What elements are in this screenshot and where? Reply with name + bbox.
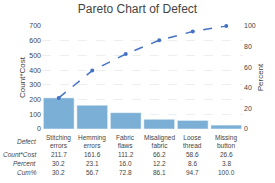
svg-text:400: 400 <box>29 67 41 74</box>
svg-text:500: 500 <box>29 52 41 59</box>
svg-text:Fabricflaws: Fabricflaws <box>116 134 135 149</box>
svg-text:80: 80 <box>244 43 252 50</box>
svg-text:86.1: 86.1 <box>153 169 166 176</box>
svg-text:300: 300 <box>29 81 41 88</box>
svg-text:66.2: 66.2 <box>153 151 166 158</box>
svg-text:Misalignedfabric: Misalignedfabric <box>144 134 175 149</box>
svg-text:Count*Cost: Count*Cost <box>3 151 37 158</box>
svg-text:94.7: 94.7 <box>186 169 199 176</box>
svg-text:100: 100 <box>29 111 41 118</box>
svg-text:200: 200 <box>29 96 41 103</box>
svg-text:111.2: 111.2 <box>118 151 134 158</box>
svg-text:30.2: 30.2 <box>52 169 65 176</box>
svg-text:Percent: Percent <box>13 160 37 167</box>
svg-text:161.6: 161.6 <box>84 151 101 158</box>
svg-text:72.8: 72.8 <box>119 169 132 176</box>
svg-text:23.1: 23.1 <box>86 160 99 167</box>
svg-text:Loosethread: Loosethread <box>183 134 202 149</box>
svg-text:3.8: 3.8 <box>222 160 231 167</box>
svg-text:Defect: Defect <box>17 138 37 145</box>
svg-text:Count*Cost: Count*Cost <box>18 56 27 98</box>
svg-text:8.6: 8.6 <box>188 160 197 167</box>
svg-text:20: 20 <box>244 105 252 112</box>
svg-text:Percent: Percent <box>256 63 265 91</box>
svg-text:58.6: 58.6 <box>186 151 199 158</box>
svg-text:26.6: 26.6 <box>220 151 233 158</box>
svg-text:100: 100 <box>244 22 256 29</box>
svg-text:16.0: 16.0 <box>119 160 132 167</box>
svg-text:60: 60 <box>244 64 252 71</box>
svg-text:Missingbutton: Missingbutton <box>215 134 237 149</box>
svg-text:Pareto Chart of Defect: Pareto Chart of Defect <box>78 2 198 16</box>
svg-text:600: 600 <box>29 37 41 44</box>
svg-text:100.0: 100.0 <box>218 169 235 176</box>
svg-text:700: 700 <box>29 22 41 29</box>
svg-text:56.7: 56.7 <box>86 169 99 176</box>
svg-text:Cum%: Cum% <box>17 169 37 176</box>
svg-text:30.2: 30.2 <box>52 160 65 167</box>
svg-text:0: 0 <box>37 125 41 132</box>
svg-text:0: 0 <box>244 125 248 132</box>
svg-text:Hemmingerrors: Hemmingerrors <box>78 134 106 149</box>
svg-text:211.7: 211.7 <box>51 151 67 158</box>
svg-text:12.2: 12.2 <box>153 160 166 167</box>
svg-text:40: 40 <box>244 84 252 91</box>
svg-text:Stitchingerrors: Stitchingerrors <box>46 134 71 149</box>
